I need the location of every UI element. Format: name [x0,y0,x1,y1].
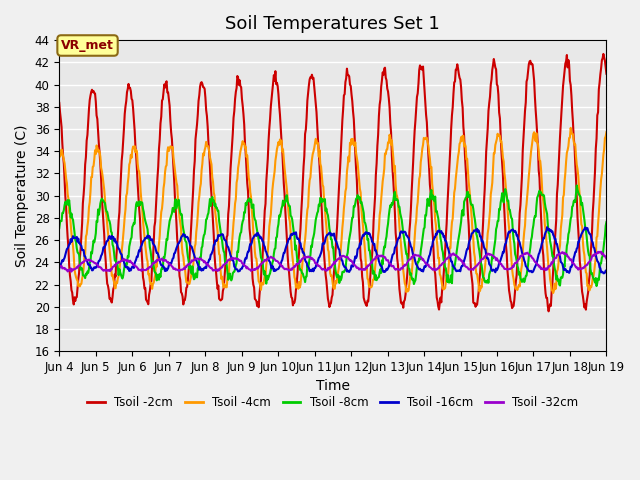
Tsoil -8cm [573,182,580,188]
Tsoil -8cm [177,212,185,218]
Tsoil -16cm [415,266,423,272]
Tsoil -2cm [600,51,607,57]
Tsoil -4cm [177,226,185,231]
Tsoil -16cm [399,229,407,235]
Tsoil -4cm [603,129,611,135]
Tsoil -32cm [597,249,605,254]
Tsoil -2cm [545,309,552,314]
Tsoil -32cm [603,256,611,262]
Tsoil -2cm [122,104,129,109]
Tsoil -16cm [56,265,63,271]
Tsoil -16cm [65,241,73,247]
Tsoil -8cm [206,196,214,202]
Line: Tsoil -16cm: Tsoil -16cm [60,227,607,273]
Tsoil -4cm [206,154,214,160]
Title: Soil Temperatures Set 1: Soil Temperatures Set 1 [225,15,440,33]
Tsoil -32cm [68,269,76,275]
Tsoil -8cm [593,283,600,289]
Tsoil -8cm [603,219,611,225]
Tsoil -8cm [415,255,423,261]
Tsoil -4cm [567,125,575,131]
Tsoil -16cm [603,267,611,273]
Tsoil -16cm [177,235,185,240]
Line: Tsoil -8cm: Tsoil -8cm [60,185,607,286]
Tsoil -8cm [56,225,63,231]
Tsoil -4cm [122,206,129,212]
Tsoil -2cm [603,71,611,77]
Tsoil -32cm [122,258,130,264]
Tsoil -2cm [415,67,423,73]
Tsoil -32cm [400,263,408,269]
Tsoil -32cm [416,254,424,260]
Tsoil -8cm [399,230,407,236]
Tsoil -2cm [56,100,63,106]
Text: VR_met: VR_met [61,39,114,52]
Line: Tsoil -4cm: Tsoil -4cm [60,128,607,293]
Line: Tsoil -2cm: Tsoil -2cm [60,54,607,312]
Tsoil -4cm [549,290,557,296]
Tsoil -16cm [122,264,129,270]
Tsoil -2cm [65,263,73,268]
Line: Tsoil -32cm: Tsoil -32cm [60,252,607,272]
Tsoil -8cm [65,197,73,203]
Y-axis label: Soil Temperature (C): Soil Temperature (C) [15,124,29,267]
Tsoil -8cm [122,261,129,266]
Tsoil -16cm [600,270,608,276]
Tsoil -32cm [207,265,214,271]
Legend: Tsoil -2cm, Tsoil -4cm, Tsoil -8cm, Tsoil -16cm, Tsoil -32cm: Tsoil -2cm, Tsoil -4cm, Tsoil -8cm, Tsoi… [83,391,583,414]
Tsoil -2cm [177,289,185,295]
Tsoil -4cm [415,176,423,182]
X-axis label: Time: Time [316,380,350,394]
Tsoil -16cm [543,224,551,230]
Tsoil -16cm [206,256,214,262]
Tsoil -2cm [206,164,214,170]
Tsoil -4cm [65,210,73,216]
Tsoil -2cm [399,305,407,311]
Tsoil -4cm [399,267,407,273]
Tsoil -32cm [178,267,186,273]
Tsoil -32cm [65,267,73,273]
Tsoil -32cm [56,263,63,268]
Tsoil -4cm [56,150,63,156]
